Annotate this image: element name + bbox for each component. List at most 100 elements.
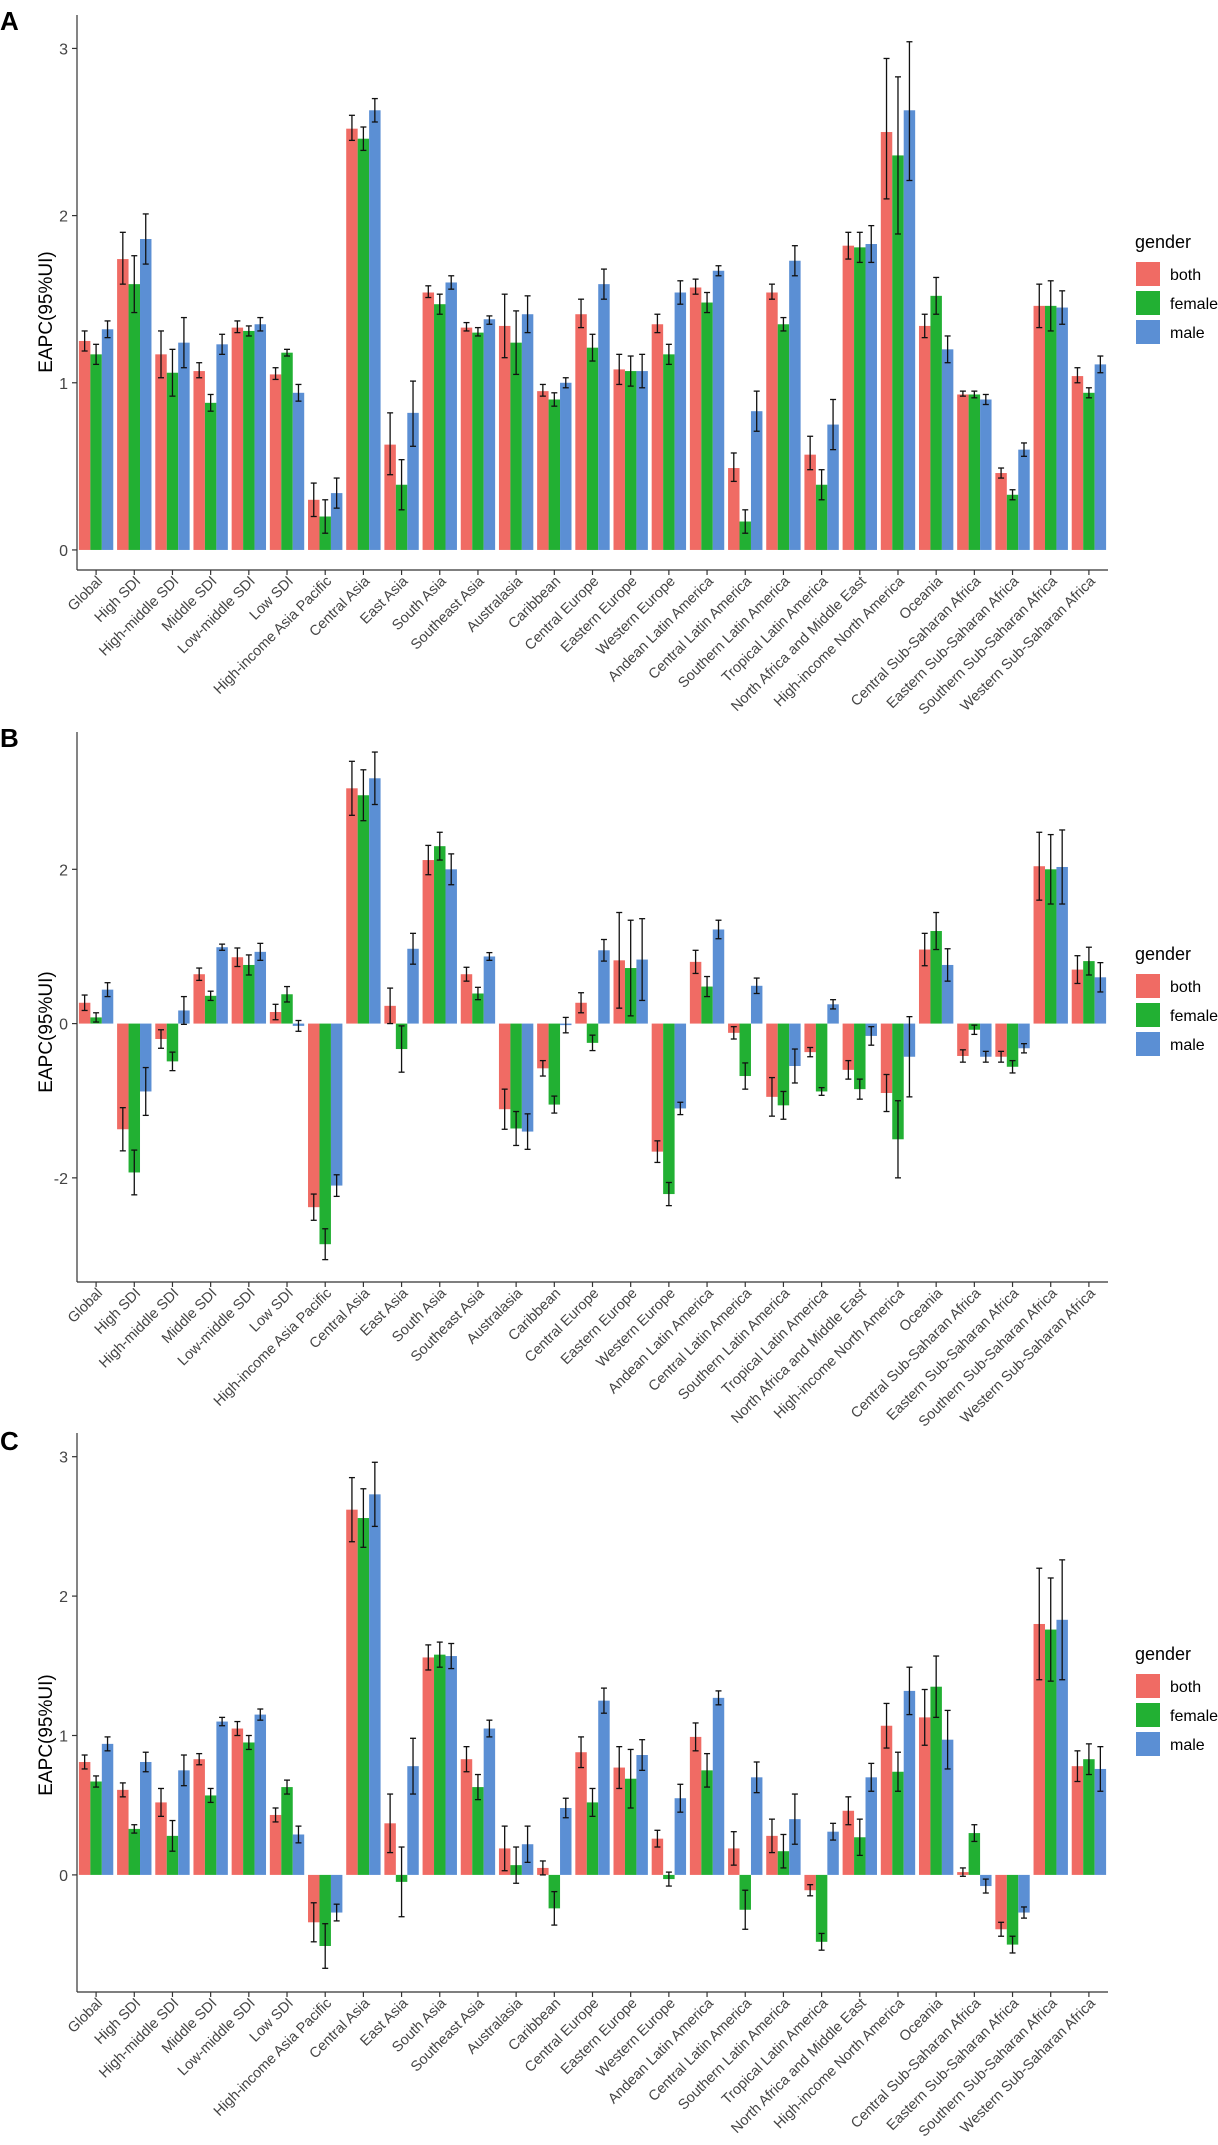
panel-c-bar-andean-latin-america-male <box>712 1697 725 1875</box>
panel-c-bar-southeast-asia-both <box>460 1759 473 1875</box>
panel-c-errorbar-southeast-asia-female <box>474 1773 481 1801</box>
panel-b-errorbar-southeast-asia-male <box>486 951 493 961</box>
panel-a-bar-western-sub-saharan-africa-male <box>1094 364 1107 550</box>
panel-c-errorbar-western-europe-male <box>677 1783 684 1813</box>
panel-c-errorbar-southern-latin-america-male <box>791 1793 798 1845</box>
panel-a-bar-middle-sdi-male <box>216 344 228 550</box>
panel-b-bar-central-europe-male <box>598 950 610 1024</box>
panel-b-errorbar-andean-latin-america-both <box>692 949 699 975</box>
panel-b-errorbar-southern-sub-saharan-africa-both <box>1036 831 1043 901</box>
panel-a-bar-south-asia-both <box>422 292 435 550</box>
panel-b-legend-label-male: male <box>1170 1037 1205 1054</box>
panel-c-errorbar-global-both <box>81 1754 88 1770</box>
panel-c-errorbar-high-income-asia-pacific-female <box>322 1923 329 1969</box>
panel-a-bar-eastern-europe-female <box>624 371 637 550</box>
panel-a-errorbar-australasia-both <box>501 293 508 359</box>
panel-c-errorbar-south-asia-female <box>436 1641 443 1668</box>
panel-c-y-tick-label: 2 <box>59 1589 68 1606</box>
panel-b-errorbar-western-sub-saharan-africa-female <box>1085 946 1092 976</box>
panel-a-errorbar-high-sdi-both <box>119 231 126 285</box>
panel-c-errorbar-eastern-sub-saharan-africa-female <box>1009 1935 1016 1954</box>
panel-c-bar-south-asia-female <box>434 1654 446 1875</box>
panel-b-legend-swatch-male <box>1136 1032 1160 1056</box>
panel-c-bar-low-sdi-female <box>281 1787 293 1875</box>
panel-a-bar-high-middle-sdi-female <box>166 372 179 550</box>
panel-c-bar-high-income-asia-pacific-male <box>330 1874 343 1913</box>
panel-a-errorbar-north-africa-and-middle-east-both <box>845 231 852 260</box>
panel-c-bar-western-sub-saharan-africa-female <box>1083 1759 1095 1875</box>
panel-c-bar-central-europe-both <box>575 1752 587 1875</box>
panel-b-bar-western-europe-both <box>651 1023 664 1152</box>
panel-c-bar-andean-latin-america-female <box>701 1770 713 1875</box>
panel-a-bar-tropical-latin-america-both <box>804 454 816 550</box>
panel-a-bar-eastern-sub-saharan-africa-female <box>1006 494 1019 550</box>
panel-b-errorbar-central-latin-america-male <box>753 977 760 995</box>
panel-c-bar-high-middle-sdi-both <box>155 1802 167 1875</box>
panel-b-errorbar-southern-latin-america-both <box>768 1076 775 1117</box>
panel-b-bar-central-asia-female <box>357 795 370 1024</box>
panel-c-bar-middle-sdi-male <box>216 1721 228 1875</box>
panel-b-bar-tropical-latin-america-female <box>815 1023 828 1092</box>
panel-a-errorbar-central-latin-america-male <box>753 390 760 432</box>
panel-b-bar-southeast-asia-both <box>460 974 473 1024</box>
panel-a-bar-australasia-female <box>510 342 522 550</box>
panel-c-errorbar-andean-latin-america-female <box>704 1752 711 1788</box>
panel-b-errorbar-western-sub-saharan-africa-male <box>1097 961 1104 993</box>
panel-b-bar-north-africa-and-middle-east-female <box>854 1023 866 1090</box>
panel-a-bar-tropical-latin-america-male <box>827 424 839 550</box>
panel-a-errorbar-global-both <box>81 330 88 352</box>
panel-b-errorbar-high-income-north-america-male <box>906 1015 913 1098</box>
panel-b-bar-south-asia-female <box>434 846 446 1024</box>
panel-a-errorbar-southern-sub-saharan-africa-male <box>1059 290 1066 325</box>
panel-b-errorbar-southeast-asia-both <box>463 966 470 982</box>
panel-a-errorbar-andean-latin-america-female <box>704 291 711 314</box>
panel-a-bar-low-middle-sdi-both <box>231 327 244 550</box>
panel-b-errorbar-eastern-sub-saharan-africa-both <box>998 1050 1005 1063</box>
panel-c-bar-oceania-both <box>918 1717 931 1875</box>
panel-c-bar-high-sdi-female <box>128 1828 141 1875</box>
panel-c-errorbar-oceania-male <box>944 1709 951 1770</box>
panel-b-errorbar-eastern-europe-both <box>616 911 623 1009</box>
panel-b-bar-low-sdi-female <box>281 994 293 1024</box>
panel-a-bar-global-female <box>90 354 102 550</box>
panel-b-errorbar-tropical-latin-america-both <box>807 1046 814 1058</box>
panel-b-errorbar-low-sdi-female <box>284 985 291 1003</box>
panel-b-y-tick-label: 2 <box>59 862 68 879</box>
panel-b-errorbar-low-middle-sdi-both <box>234 947 241 968</box>
panel-c-bar-central-latin-america-male <box>750 1777 763 1875</box>
panel-c-errorbar-australasia-both <box>501 1825 508 1872</box>
panel-a-errorbar-central-asia-male <box>371 97 378 123</box>
panel-a-errorbar-eastern-europe-both <box>616 353 623 386</box>
panel-b-bar-middle-sdi-male <box>216 947 228 1024</box>
panel-c-errorbar-southeast-asia-male <box>486 1719 493 1738</box>
panel-c-bar-andean-latin-america-both <box>689 1736 702 1875</box>
panel-b-bar-southern-sub-saharan-africa-both <box>1033 866 1045 1024</box>
panel-c-errorbar-low-sdi-both <box>272 1807 279 1823</box>
panel-c-bar-middle-sdi-female <box>204 1795 217 1875</box>
panel-c-errorbar-central-sub-saharan-africa-male <box>982 1878 989 1894</box>
panel-c-errorbar-central-europe-female <box>589 1787 596 1818</box>
panel-a-bar-western-europe-both <box>651 324 664 550</box>
panel-b-bar-low-middle-sdi-male <box>254 951 267 1024</box>
panel-a-bar-central-sub-saharan-africa-both <box>957 394 969 550</box>
panel-a-errorbar-western-sub-saharan-africa-female <box>1085 387 1092 399</box>
panel-a-bar-central-europe-both <box>575 314 587 550</box>
panel-a-bar-high-income-asia-pacific-male <box>330 493 343 550</box>
panel-c-legend-item-male: male <box>1136 1732 1205 1756</box>
panel-b-bar-global-both <box>78 1002 91 1024</box>
panel-b-legend-label-both: both <box>1170 979 1201 996</box>
panel-a-errorbar-southern-sub-saharan-africa-female <box>1047 280 1054 332</box>
panel-c-bar-high-income-north-america-male <box>903 1690 916 1875</box>
panel-a-errorbar-western-europe-both <box>654 313 661 334</box>
panel-b-bar-middle-sdi-female <box>204 995 217 1024</box>
panel-c-bar-western-sub-saharan-africa-male <box>1094 1768 1107 1875</box>
panel-a-bar-low-sdi-female <box>281 352 293 550</box>
panel-c-errorbar-australasia-female <box>513 1846 520 1884</box>
panel-b-label: B <box>0 723 19 753</box>
panel-b-bar-western-sub-saharan-africa-female <box>1083 961 1095 1024</box>
panel-a-errorbar-western-sub-saharan-africa-both <box>1074 367 1081 384</box>
panel-a-bar-east-asia-both <box>384 444 396 550</box>
panel-a-bar-australasia-male <box>521 314 534 550</box>
panel-c-errorbar-eastern-europe-female <box>627 1748 634 1809</box>
panel-b-legend-label-female: female <box>1170 1008 1218 1025</box>
